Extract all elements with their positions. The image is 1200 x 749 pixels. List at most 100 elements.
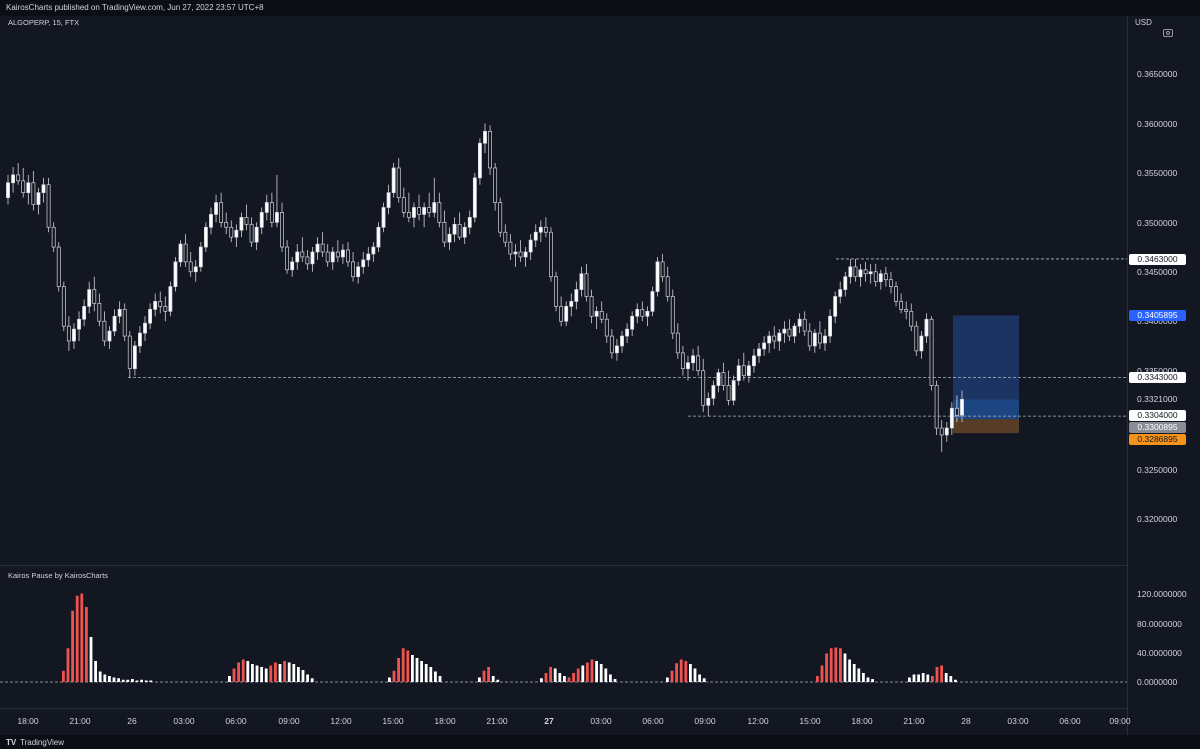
indicator-bar: [862, 673, 865, 682]
time-axis-label: 03:00: [173, 716, 195, 726]
candle-body: [203, 226, 208, 248]
candle-body: [772, 335, 777, 342]
candle-body: [569, 301, 574, 307]
candle-body: [290, 261, 295, 271]
price-axis-label: 0.3321000: [1137, 394, 1178, 404]
candle-body: [909, 310, 914, 327]
candle-body: [209, 214, 213, 228]
candle-body: [422, 207, 427, 215]
candle-body: [493, 167, 498, 203]
candle-body: [899, 301, 904, 310]
candle-body: [163, 306, 168, 312]
indicator-bar: [609, 674, 612, 682]
candle-body: [787, 328, 792, 337]
candle-body: [462, 226, 467, 238]
candle-body: [924, 318, 929, 337]
level-tag-mid: 0.3343000: [1129, 372, 1186, 383]
candle-body: [848, 266, 853, 278]
time-axis-label: 12:00: [747, 716, 769, 726]
indicator-bar: [567, 677, 571, 682]
candle-body: [346, 249, 350, 263]
indicator-bar: [301, 670, 305, 682]
candle-body: [447, 233, 452, 243]
indicator-bar: [482, 670, 486, 682]
time-axis-label: 06:00: [225, 716, 247, 726]
candle-body: [275, 212, 279, 223]
candle-body: [366, 253, 371, 261]
indicator-bar: [544, 673, 548, 682]
candle-body: [503, 231, 508, 243]
indicator-bar: [420, 661, 423, 682]
indicator-bar: [702, 678, 706, 682]
candle-body: [523, 251, 528, 258]
candle-body: [310, 251, 315, 265]
indicator-bar: [586, 662, 589, 682]
candle-body: [812, 332, 817, 347]
candle-body: [914, 325, 919, 352]
candle-body: [752, 355, 756, 367]
candle-body: [726, 385, 731, 401]
candle-body: [51, 226, 56, 248]
candle-body: [807, 330, 812, 347]
candle-body: [609, 335, 614, 354]
indicator-bar: [613, 679, 617, 682]
position-stop-zone: [953, 419, 1019, 434]
indicator-bar: [126, 679, 130, 682]
candle-body: [513, 251, 518, 255]
candle-body: [518, 251, 523, 258]
indicator-label[interactable]: Kairos Pause by KairosCharts: [8, 571, 109, 580]
candle-body: [670, 296, 675, 334]
indicator-bar: [287, 662, 291, 682]
indicator-bar: [540, 678, 543, 682]
time-axis-label: 18:00: [851, 716, 873, 726]
candle-body: [198, 246, 203, 268]
candle-body: [244, 217, 249, 225]
publish-info: KairosCharts published on TradingView.co…: [6, 3, 264, 12]
candle-body: [173, 261, 178, 287]
indicator-axis-label: 120.0000000: [1137, 589, 1187, 599]
candle-body: [406, 212, 411, 218]
candle-body: [792, 325, 797, 337]
candle-body: [691, 355, 695, 364]
indicator-bar: [264, 668, 268, 682]
candle-body: [36, 192, 41, 205]
candle-body: [767, 335, 772, 344]
tradingview-brand[interactable]: TradingView: [20, 738, 65, 747]
time-axis-label: 03:00: [590, 716, 612, 726]
price-axis-label: 0.3600000: [1137, 119, 1178, 129]
indicator-bar: [255, 665, 259, 682]
candle-body: [944, 427, 949, 436]
time-axis-label: 15:00: [382, 716, 404, 726]
time-axis-label: 28: [961, 716, 971, 726]
candle-body: [630, 315, 635, 330]
time-axis-label: 18:00: [434, 716, 456, 726]
tradingview-logo-icon[interactable]: TV: [6, 738, 17, 747]
indicator-bar: [411, 655, 414, 682]
candle-body: [960, 398, 964, 416]
indicator-bar: [297, 667, 300, 682]
indicator-bar: [590, 659, 594, 682]
candle-body: [559, 306, 564, 322]
candle-body: [77, 318, 81, 330]
candle-body: [797, 318, 802, 327]
indicator-bar: [237, 662, 240, 682]
candle-body: [894, 286, 898, 302]
price-axis-label: 0.3250000: [1137, 465, 1178, 475]
symbol-label[interactable]: ALGOPERP, 15, FTX: [8, 18, 80, 27]
time-axis-label: 12:00: [330, 716, 352, 726]
candle-body: [488, 131, 492, 169]
indicator-bar: [829, 648, 833, 682]
candle-body: [122, 309, 127, 337]
camera-icon[interactable]: [1163, 29, 1173, 37]
indicator-bar: [675, 663, 678, 682]
candle-body: [117, 309, 122, 317]
candle-body: [949, 407, 954, 429]
candle-body: [193, 266, 198, 273]
indicator-bar: [834, 647, 838, 682]
candle-body: [300, 251, 305, 258]
candle-body: [21, 180, 26, 194]
candle-body: [823, 335, 827, 344]
candle-body: [868, 271, 873, 275]
candle-body: [386, 192, 391, 208]
